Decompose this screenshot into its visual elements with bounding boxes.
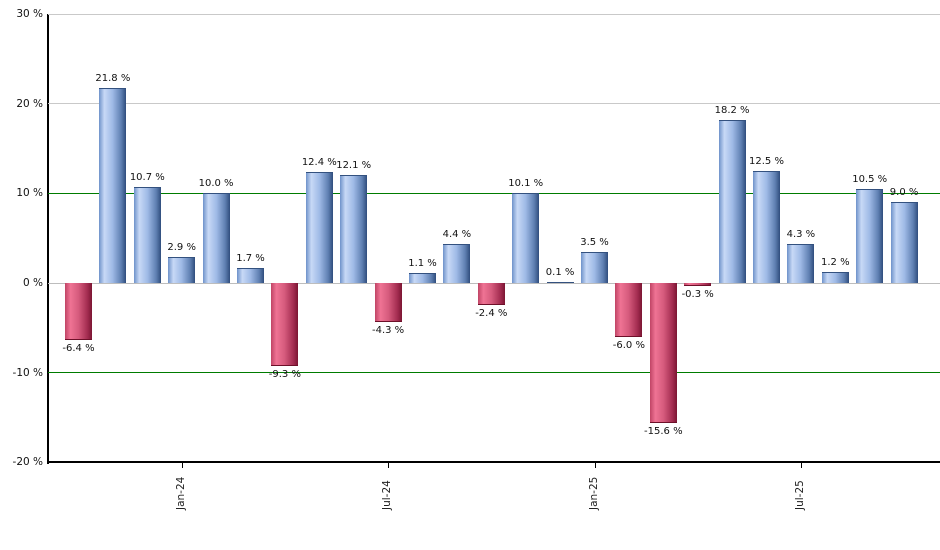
bar-month-11 bbox=[409, 273, 436, 283]
bar-value-label: 4.4 % bbox=[442, 228, 472, 240]
x-axis-tick bbox=[388, 463, 390, 468]
bar-value-label: 12.4 % bbox=[301, 156, 337, 168]
bar-month-7 bbox=[271, 283, 299, 367]
bar-value-label: -15.6 % bbox=[644, 425, 683, 437]
x-axis-tick-label: Jan-24 bbox=[174, 476, 187, 510]
y-axis-tick-label: 10 % bbox=[16, 187, 43, 200]
y-axis-tick-label: 0 % bbox=[23, 277, 43, 289]
bar-month-24 bbox=[856, 188, 884, 283]
y-axis-tick-label: 20 % bbox=[16, 97, 43, 110]
bar-value-label: -6.0 % bbox=[612, 339, 645, 351]
bar-month-17 bbox=[615, 283, 643, 337]
bar-month-13 bbox=[477, 283, 505, 305]
bar-value-label: 10.7 % bbox=[129, 172, 165, 184]
bar-value-label: 9.0 % bbox=[889, 187, 919, 199]
x-axis-tick bbox=[800, 463, 802, 468]
gridline-30 bbox=[48, 13, 940, 15]
x-axis-tick bbox=[594, 463, 596, 468]
bar-value-label: 4.3 % bbox=[786, 229, 816, 241]
bar-value-label: 1.7 % bbox=[236, 252, 265, 264]
bar-month-10 bbox=[374, 283, 402, 322]
y-axis-tick-label: -20 % bbox=[12, 456, 43, 469]
bar-value-label: -6.4 % bbox=[62, 343, 95, 355]
bar-value-label: -4.3 % bbox=[371, 324, 405, 336]
bar-value-label: 10.1 % bbox=[508, 177, 544, 189]
bar-value-label: 1.2 % bbox=[821, 257, 850, 269]
bar-month-15 bbox=[546, 282, 574, 283]
bar-month-4 bbox=[168, 257, 196, 283]
bar-month-19 bbox=[684, 283, 712, 286]
bar-month-2 bbox=[99, 87, 127, 283]
bar-month-21 bbox=[753, 171, 780, 283]
bar-month-6 bbox=[237, 267, 264, 283]
bar-month-18 bbox=[649, 283, 677, 423]
bar-value-label: 0.1 % bbox=[545, 267, 575, 278]
y-axis-line bbox=[47, 14, 49, 464]
x-axis-tick-label: Jul-25 bbox=[793, 480, 806, 510]
bar-month-20 bbox=[718, 119, 746, 283]
gridline-10 bbox=[48, 192, 940, 194]
bar-value-label: 12.5 % bbox=[749, 156, 784, 167]
x-axis-tick bbox=[181, 463, 183, 468]
bar-month-22 bbox=[787, 244, 815, 283]
bar-month-8 bbox=[305, 171, 333, 283]
bar-value-label: 18.2 % bbox=[714, 104, 750, 116]
x-axis-tick-label: Jan-25 bbox=[587, 476, 600, 510]
bar-value-label: 21.8 % bbox=[95, 72, 131, 84]
y-axis-tick-label: 30 % bbox=[16, 8, 43, 21]
bar-month-3 bbox=[133, 187, 161, 283]
bar-month-9 bbox=[340, 174, 368, 283]
bar-month-23 bbox=[821, 272, 849, 283]
gridline--10 bbox=[48, 372, 940, 374]
bar-month-14 bbox=[512, 192, 540, 283]
bar-value-label: -0.3 % bbox=[681, 288, 714, 300]
bar-value-label: 12.1 % bbox=[336, 159, 372, 171]
x-axis-tick-label: Jul-24 bbox=[381, 480, 394, 510]
y-axis-tick-label: -10 % bbox=[12, 366, 43, 379]
bar-value-label: -9.3 % bbox=[268, 369, 301, 381]
bar-month-1 bbox=[65, 283, 92, 341]
bar-value-label: 3.5 % bbox=[580, 236, 609, 248]
bar-month-5 bbox=[202, 193, 230, 283]
bar-value-label: -2.4 % bbox=[475, 307, 508, 319]
bar-month-12 bbox=[443, 243, 471, 283]
gridline--20 bbox=[48, 461, 940, 464]
bar-value-label: 2.9 % bbox=[167, 242, 196, 254]
bar-month-25 bbox=[890, 202, 918, 283]
bar-month-16 bbox=[581, 251, 608, 283]
bar-value-label: 10.0 % bbox=[198, 178, 234, 190]
gridline-20 bbox=[48, 103, 940, 105]
bar-value-label: 10.5 % bbox=[852, 173, 888, 185]
bar-value-label: 1.1 % bbox=[408, 258, 437, 270]
